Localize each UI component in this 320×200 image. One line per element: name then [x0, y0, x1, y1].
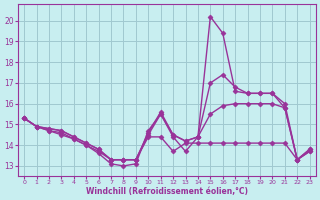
X-axis label: Windchill (Refroidissement éolien,°C): Windchill (Refroidissement éolien,°C) — [86, 187, 248, 196]
